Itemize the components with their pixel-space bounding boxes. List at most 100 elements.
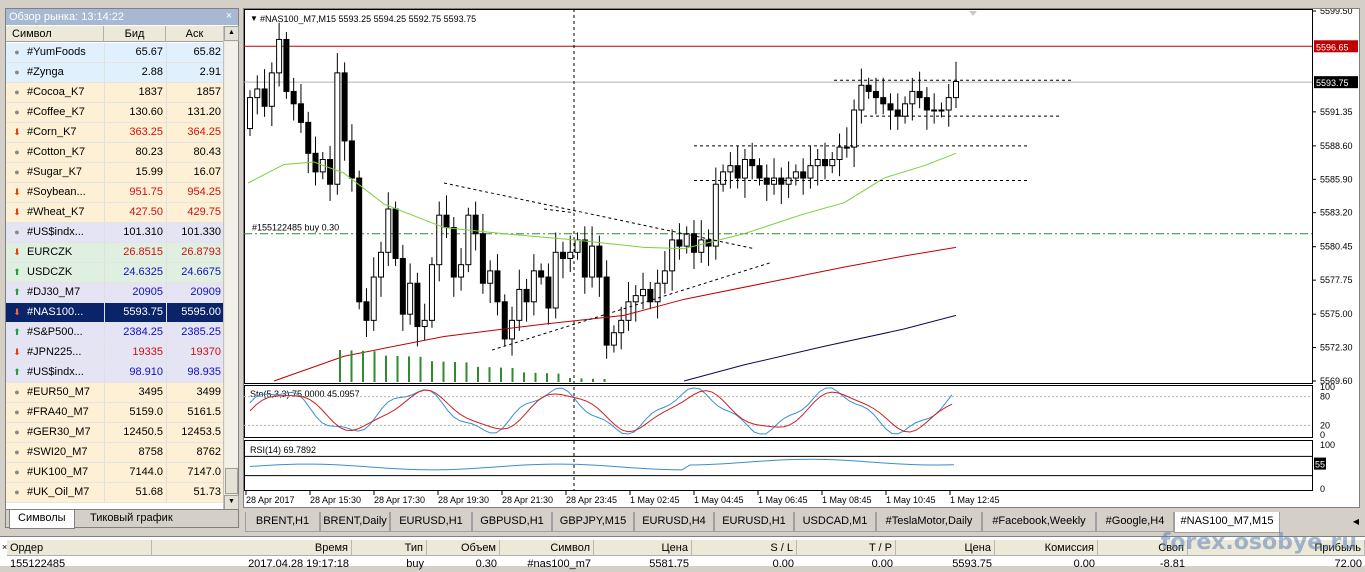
symbol-name: #JPN225...	[27, 346, 82, 358]
candle-body	[625, 301, 632, 321]
chart-tab[interactable]: EURUSD,H1	[390, 512, 472, 532]
arrow-up-icon: ⬆	[13, 287, 21, 297]
terminal-cell: #nas100_m7	[527, 558, 591, 570]
symbol-cell: ⬆ USDCZK	[6, 263, 104, 282]
symbol-row[interactable]: ⬆ #US$indx... 98.910 98.935	[6, 363, 224, 383]
terminal-cell: buy	[406, 558, 424, 570]
price-chart[interactable]: 5599.50 5596.65 5593.75 5591.35 5588.60 5585.…	[244, 9, 1360, 508]
market-watch-scrollbar[interactable]: ▲ ▼	[223, 26, 239, 510]
shift-marker-icon	[969, 11, 977, 16]
terminal-column-header[interactable]: Своп	[1098, 540, 1188, 556]
symbol-row[interactable]: ● #UK100_M7 7144.0 7147.0	[6, 463, 224, 483]
scroll-up-icon[interactable]: ▲	[224, 26, 239, 41]
terminal-column-header[interactable]: Ордер	[7, 540, 152, 556]
terminal-column-header[interactable]: Символ	[500, 540, 594, 556]
bid-cell: 2384.25	[104, 323, 166, 342]
symbol-row[interactable]: ● #Coffee_K7 130.60 131.20	[6, 103, 224, 123]
terminal-column-header[interactable]: Объем	[427, 540, 500, 556]
terminal-cell: -8.81	[1159, 558, 1185, 570]
price-tick-label: 5585.90	[1320, 174, 1353, 184]
chart-tab[interactable]: EURUSD,H1	[714, 512, 794, 532]
ask-cell: 80.43	[166, 143, 224, 162]
candle-body	[858, 84, 865, 111]
terminal-column-header[interactable]: S / L	[692, 540, 797, 556]
chart-tab[interactable]: #Google,H4	[1096, 512, 1174, 532]
scroll-thumb[interactable]	[225, 468, 238, 494]
symbol-cell: ⬇ #NAS100...	[6, 303, 104, 322]
symbol-row[interactable]: ● #Sugar_K7 15.99 16.07	[6, 163, 224, 183]
terminal-column-header[interactable]: Время	[152, 540, 352, 556]
symbol-row[interactable]: ● #SWI20_M7 8758 8762	[6, 443, 224, 463]
status-dot-icon: ●	[14, 67, 20, 77]
terminal-cell: 5581.75	[649, 558, 689, 570]
chart-tab[interactable]: #Facebook,Weekly	[982, 512, 1096, 532]
ask-cell: 5161.5	[166, 403, 224, 422]
symbol-row[interactable]: ● #FRA40_M7 5159.0 5161.5	[6, 403, 224, 423]
candle-body	[916, 90, 923, 99]
chart-tab[interactable]: BRENT,Daily	[320, 512, 390, 532]
chart-tab[interactable]: USDCAD,M1	[794, 512, 876, 532]
terminal-column-header[interactable]: Комиссия	[995, 540, 1098, 556]
volume-bar	[396, 356, 399, 382]
scroll-down-icon[interactable]: ▼	[224, 495, 239, 510]
symbol-row[interactable]: ⬆ #S&P500... 2384.25 2385.25	[6, 323, 224, 343]
table-row[interactable]: 155122485 2017.04.28 19:17:18 buy 0.30 #nas1…	[7, 556, 1365, 570]
symbol-row[interactable]: ⬇ EURCZK 26.8515 26.8793	[6, 243, 224, 263]
tab-symbols[interactable]: Символы	[9, 510, 75, 529]
candle-body	[530, 270, 537, 303]
price-label-bg	[1314, 40, 1358, 53]
candle-body	[509, 319, 516, 340]
volume-bar	[557, 373, 560, 382]
status-dot-icon: ●	[14, 427, 20, 437]
chart-tab[interactable]: #NAS100_M7,M15	[1174, 512, 1280, 533]
chart-window[interactable]: 5599.50 5596.65 5593.75 5591.35 5588.60 5585.…	[243, 8, 1360, 508]
symbol-name: EURCZK	[27, 246, 73, 258]
symbol-row[interactable]: ● #EUR50_M7 3495 3499	[6, 383, 224, 403]
column-header-bid[interactable]: Бид	[104, 26, 166, 42]
symbol-row[interactable]: ● #Zynga 2.88 2.91	[6, 63, 224, 83]
terminal-column-header[interactable]: Цена	[594, 540, 692, 556]
scroll-track[interactable]	[225, 42, 238, 467]
bid-cell: 65.67	[104, 43, 166, 62]
volume-bar	[569, 378, 571, 382]
chart-tab[interactable]: GBPUSD,H1	[472, 512, 552, 532]
column-header-ask[interactable]: Аск	[166, 26, 224, 42]
rsi-tick-label: 0	[1320, 484, 1325, 494]
candle-body	[880, 97, 887, 105]
close-icon[interactable]: ×	[225, 10, 233, 22]
current-price-label: 5593.75	[1316, 78, 1349, 88]
symbol-row[interactable]: ⬇ #Corn_K7 363.25 364.25	[6, 123, 224, 143]
symbol-row[interactable]: ● #US$indx... 101.310 101.330	[6, 223, 224, 243]
ask-cell: 98.935	[166, 363, 224, 382]
chart-tab[interactable]: BRENT,H1	[245, 512, 320, 532]
terminal-column-header[interactable]: Цена	[896, 540, 995, 556]
symbol-row[interactable]: ● #Cocoa_K7 1837 1857	[6, 83, 224, 103]
chart-tab[interactable]: EURUSD,H4	[634, 512, 714, 532]
symbol-row[interactable]: ⬆ #DJ30_M7 20905 20909	[6, 283, 224, 303]
symbol-row[interactable]: ⬇ #NAS100... 5593.75 5595.00	[6, 303, 224, 323]
symbol-row[interactable]: ⬇ #Soybean... 951.75 954.25	[6, 183, 224, 203]
symbol-row[interactable]: ⬆ USDCZK 24.6325 24.6675	[6, 263, 224, 283]
symbol-row[interactable]: ● #Cotton_K7 80.23 80.43	[6, 143, 224, 163]
symbol-row[interactable]: ● #GER30_M7 12450.5 12453.5	[6, 423, 224, 443]
symbol-cell: ● #SWI20_M7	[6, 443, 104, 462]
symbol-row[interactable]: ⬇ #JPN225... 19335 19370	[6, 343, 224, 363]
column-header-symbol[interactable]: Символ	[6, 26, 104, 42]
tab-tick-chart[interactable]: Тиковый график	[90, 512, 173, 524]
terminal-column-header[interactable]: T / P	[797, 540, 896, 556]
symbol-row[interactable]: ● #UK_Oil_M7 51.68 51.73	[6, 483, 224, 503]
symbol-row[interactable]: ● #YumFoods 65.67 65.82	[6, 43, 224, 63]
arrow-up-icon: ⬆	[13, 267, 21, 277]
bid-cell: 951.75	[104, 183, 166, 202]
chart-tab[interactable]: GBPJPY,M15	[552, 512, 634, 532]
candle-body	[603, 276, 610, 346]
close-icon[interactable]: ×	[2, 542, 8, 552]
stoch-tick-label: 20	[1320, 420, 1330, 430]
symbol-row[interactable]: ⬇ #Wheat_K7 427.50 429.75	[6, 203, 224, 223]
chart-tab[interactable]: #TeslaMotor,Daily	[876, 512, 982, 532]
terminal-column-header[interactable]: Тип	[352, 540, 427, 556]
terminal-cell: 155122485	[10, 558, 66, 570]
bid-cell: 3495	[104, 383, 166, 402]
tab-scroll-left-icon[interactable]: ◀	[1352, 517, 1360, 526]
